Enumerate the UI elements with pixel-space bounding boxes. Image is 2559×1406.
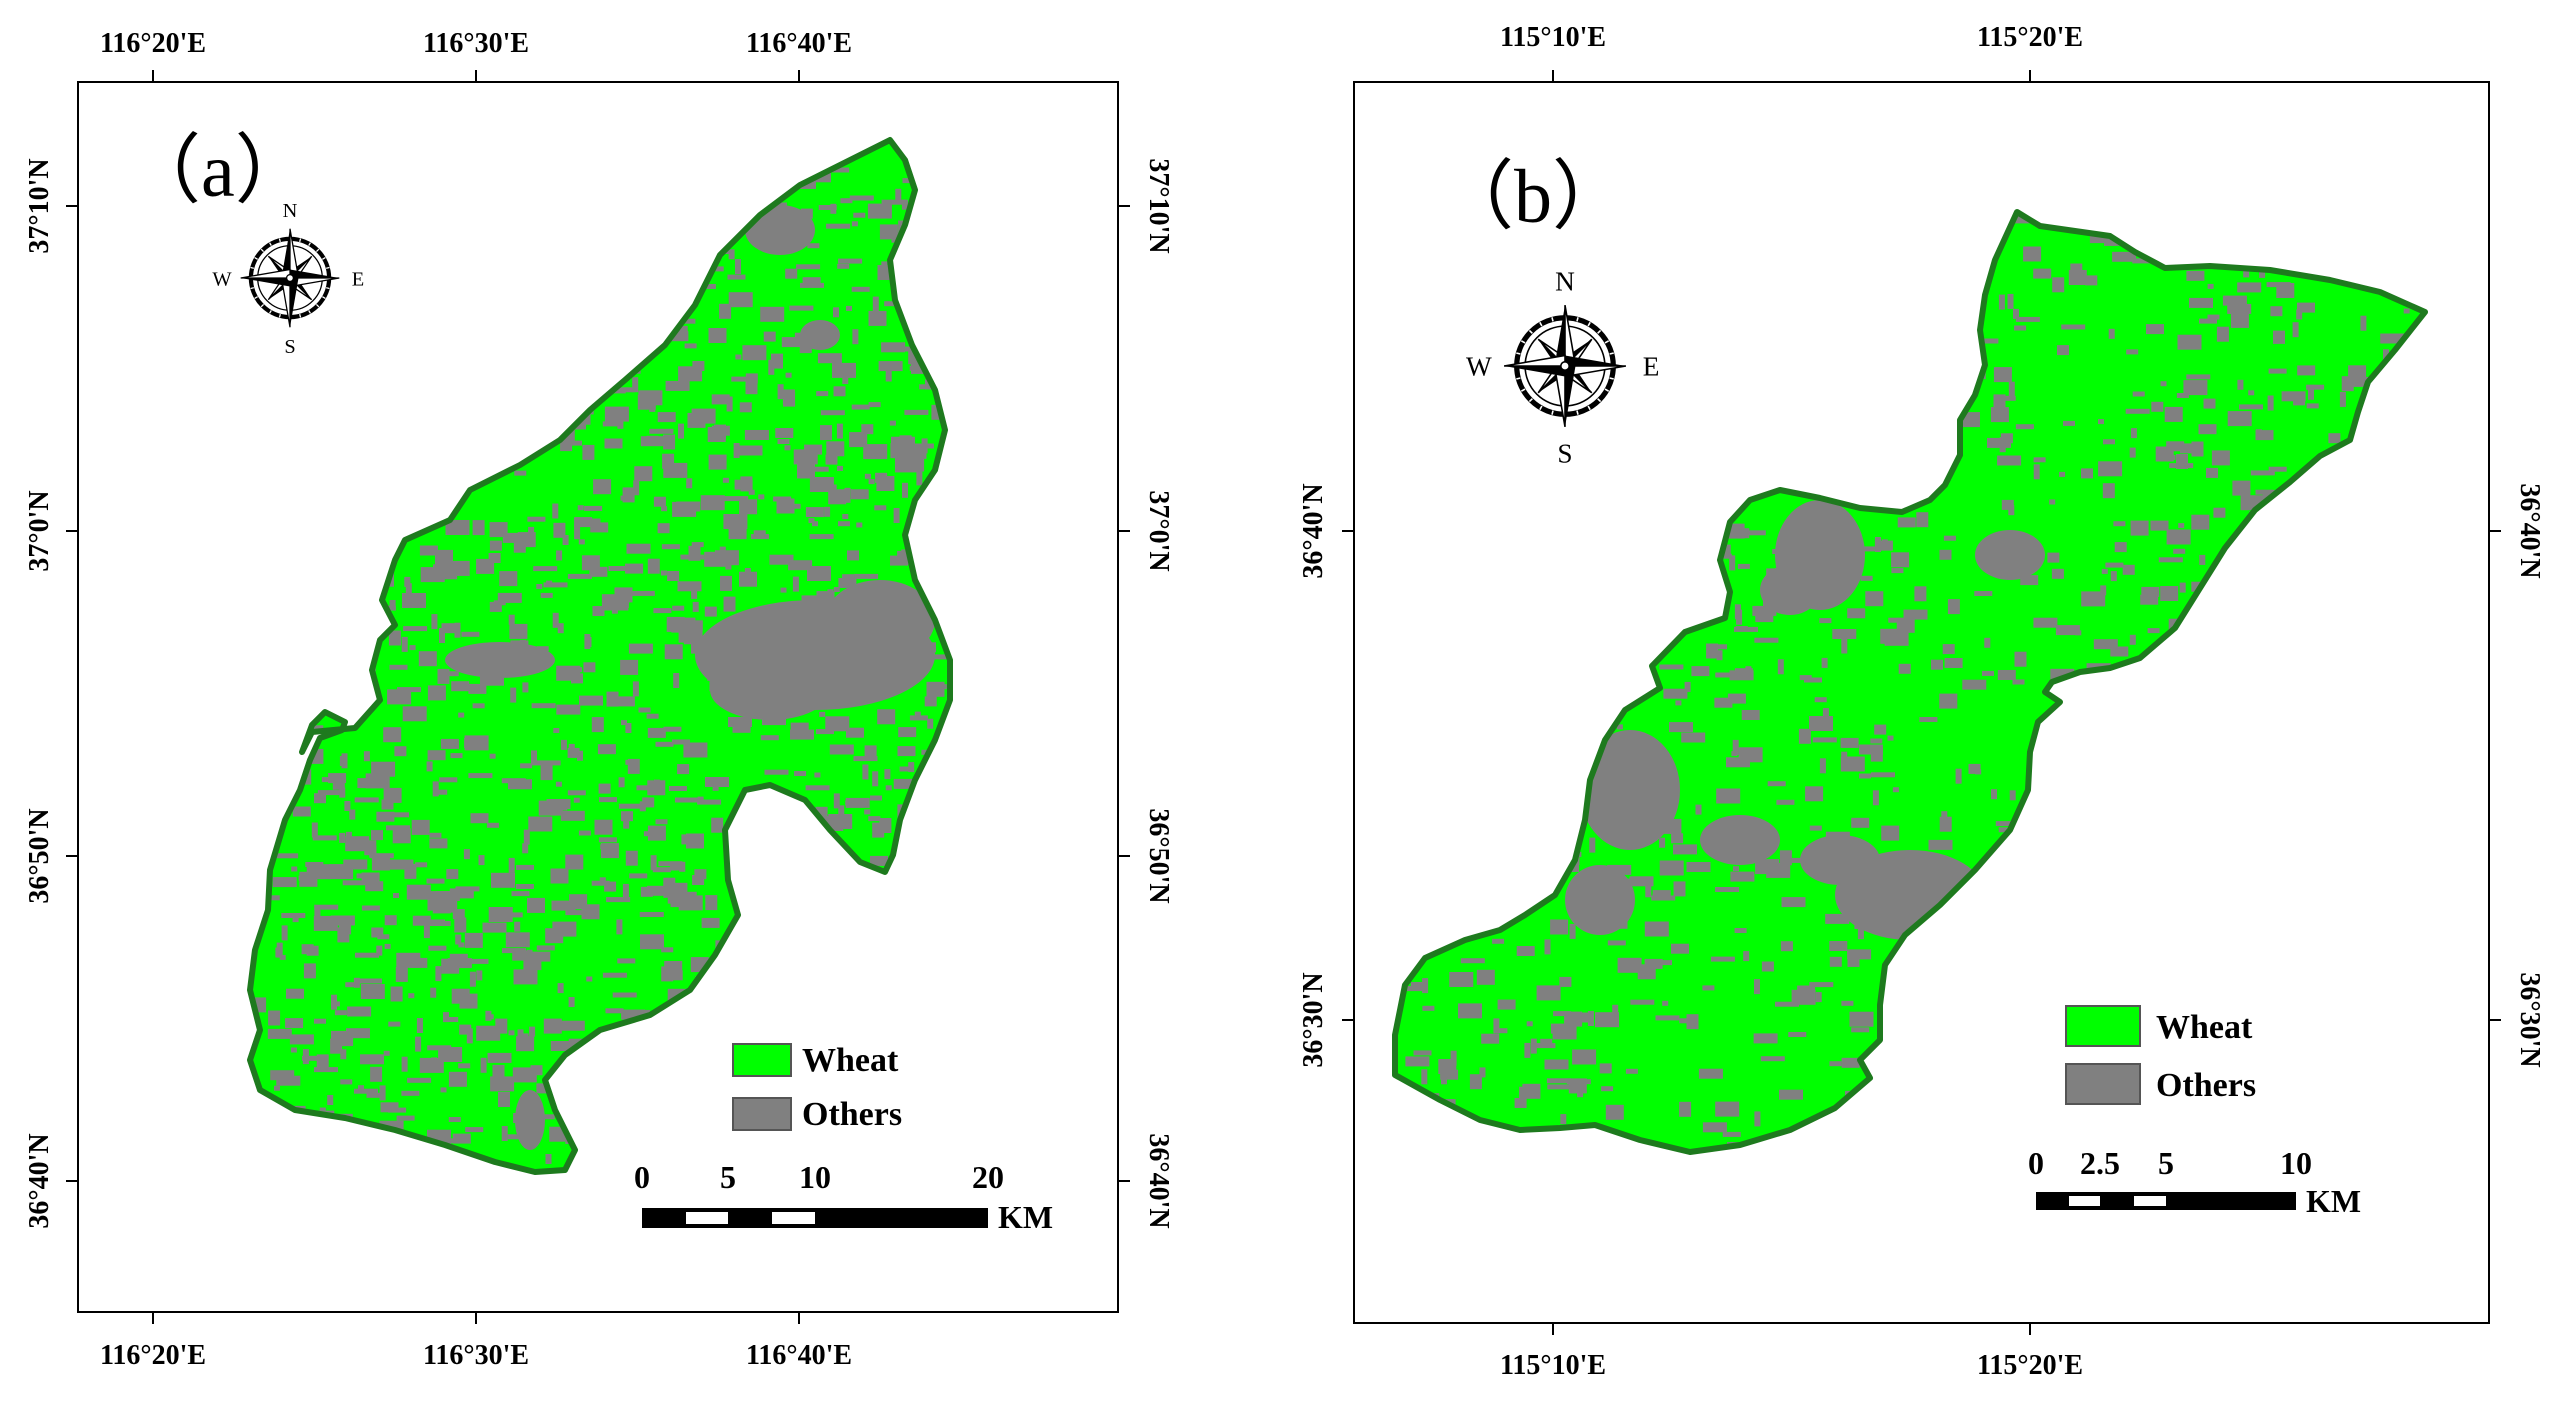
panel-a-legend: Wheat Others: [732, 1042, 902, 1133]
panel-a-lon-top-2: 116°30'E: [423, 28, 529, 59]
panel-a-lon-bottom-2: 116°30'E: [423, 1340, 529, 1371]
panel-a-lon-bottom-3: 116°40'E: [746, 1340, 852, 1371]
compass-n: N: [1555, 266, 1575, 296]
scale-tick-2: 5: [2158, 1145, 2174, 1181]
scale-tick-0: 0: [634, 1159, 650, 1195]
panel-a-lon-bottom-1: 116°20'E: [100, 1340, 206, 1371]
panel-a-compass: N S E W: [212, 200, 364, 358]
compass-s: S: [1557, 439, 1572, 469]
compass-rose-icon: [1503, 304, 1627, 428]
panel-a-lat-left-1: 37°10'N: [24, 158, 55, 253]
panel-a-lat-left-2: 37°0'N: [24, 490, 55, 571]
scale-unit: KM: [2306, 1183, 2361, 1219]
panel-a-lon-top-1: 116°20'E: [100, 28, 206, 59]
panel-a-label: （a）: [125, 129, 311, 213]
panel-b-lon-bottom-1: 115°10'E: [1500, 1350, 1606, 1381]
scale-tick-1: 5: [720, 1159, 736, 1195]
panel-a-lat-right-1: 37°10'N: [1143, 158, 1174, 253]
compass-n: N: [283, 200, 298, 222]
panel-b-scale-bar: 0 2.5 5 10 KM: [2028, 1145, 2361, 1219]
panel-b-label: （b）: [1438, 155, 1628, 239]
panel-a-region-fill: [250, 140, 950, 1172]
panel-a-lat-left-4: 36°40'N: [24, 1133, 55, 1228]
legend-label-wheat: Wheat: [802, 1042, 899, 1079]
scale-tick-2: 10: [799, 1159, 831, 1195]
compass-w: W: [1466, 351, 1492, 381]
legend-swatch-others: [732, 1097, 792, 1131]
panel-a-lat-right-4: 36°40'N: [1143, 1133, 1174, 1228]
panel-a: 116°20'E 116°30'E 116°40'E 116°20'E 116°…: [24, 28, 1174, 1371]
panel-b-lon-top-2: 115°20'E: [1977, 22, 2083, 53]
legend-label-wheat: Wheat: [2156, 1009, 2253, 1046]
panel-a-lat-left-3: 36°50'N: [24, 808, 55, 903]
panel-b-lat-left-2: 36°30'N: [1298, 972, 1329, 1067]
panel-a-lat-right-3: 36°50'N: [1143, 808, 1174, 903]
legend-swatch-wheat: [732, 1043, 792, 1077]
panel-b-region-boundary: [1392, 209, 2428, 1155]
legend-swatch-others: [2065, 1063, 2141, 1105]
panel-b-lat-right-1: 36°40'N: [2514, 483, 2545, 578]
scale-unit: KM: [998, 1199, 1053, 1235]
compass-e: E: [1643, 351, 1660, 381]
panel-a-scale-bar: 0 5 10 20 KM: [634, 1159, 1053, 1235]
panel-b-lon-bottom-2: 115°20'E: [1977, 1350, 2083, 1381]
panel-a-lat-right-2: 37°0'N: [1143, 490, 1174, 571]
compass-e: E: [352, 269, 364, 291]
panel-b-ticks: [1342, 70, 2501, 1335]
scale-tick-1: 2.5: [2080, 1145, 2120, 1181]
legend-swatch-wheat: [2065, 1005, 2141, 1047]
legend-label-others: Others: [802, 1096, 902, 1133]
scale-tick-3: 20: [972, 1159, 1004, 1195]
compass-s: S: [284, 336, 295, 358]
scale-tick-0: 0: [2028, 1145, 2044, 1181]
compass-w: W: [212, 269, 232, 291]
panel-b-compass: N S E W: [1466, 266, 1659, 468]
panel-b: 115°10'E 115°20'E 115°10'E 115°20'E 36°4…: [1298, 22, 2545, 1381]
panel-b-lat-left-1: 36°40'N: [1298, 483, 1329, 578]
scale-tick-3: 10: [2280, 1145, 2312, 1181]
compass-rose-icon: [240, 228, 340, 328]
panel-a-region-boundary: [247, 137, 953, 1175]
panel-b-lat-right-2: 36°30'N: [2514, 972, 2545, 1067]
panel-a-ticks: [66, 70, 1130, 1324]
legend-label-others: Others: [2156, 1067, 2256, 1104]
panel-b-lon-top-1: 115°10'E: [1500, 22, 1606, 53]
panel-a-lon-top-3: 116°40'E: [746, 28, 852, 59]
panel-b-legend: Wheat Others: [2065, 1005, 2256, 1105]
